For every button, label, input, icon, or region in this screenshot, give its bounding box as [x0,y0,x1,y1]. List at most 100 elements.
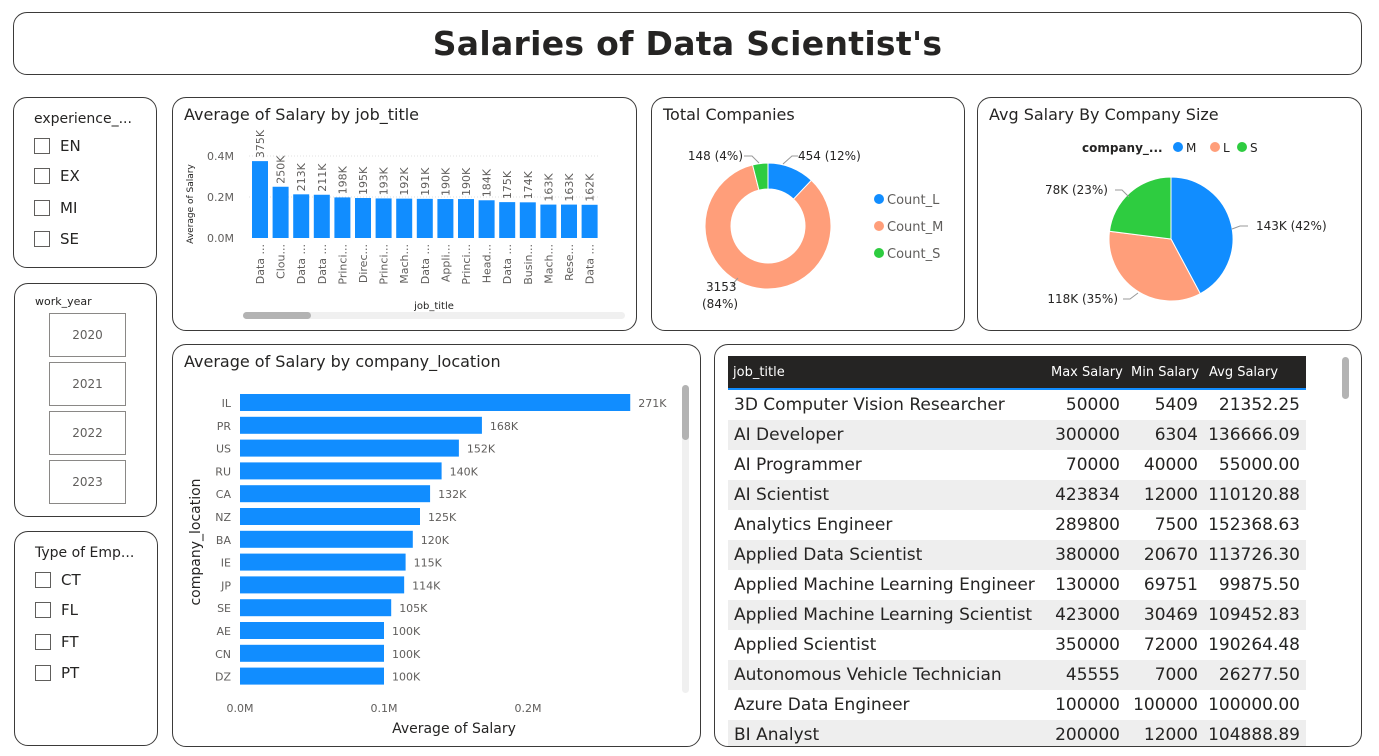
bar[interactable] [240,599,392,617]
table-row[interactable]: AI Developer 300000 6304 136666.09 [728,420,1306,450]
bar[interactable] [458,199,474,238]
y-tick-label: JP [220,579,231,592]
slice-data-label: 454 (12%) [798,149,861,163]
bar[interactable] [375,198,392,238]
work-year-tile-2021[interactable]: 2021 [49,362,126,406]
table-scrollbar[interactable] [1342,357,1349,399]
employment-option-fl[interactable]: FL [35,599,78,621]
leader-line [1231,225,1248,230]
work-year-tile-2023[interactable]: 2023 [49,460,126,504]
table-row[interactable]: Autonomous Vehicle Technician 45555 7000 26… [728,660,1306,690]
legend-label[interactable]: L [1223,141,1230,155]
table-row[interactable]: Applied Data Scientist 380000 20670 113726.… [728,540,1306,570]
bar[interactable] [252,161,268,238]
employment-option-pt[interactable]: PT [35,662,79,684]
donut-slice[interactable] [751,162,769,191]
legend-label[interactable]: M [1186,141,1196,155]
checkbox[interactable] [35,634,51,650]
bar[interactable] [478,200,495,238]
bar[interactable] [416,198,433,238]
table-cell: 6304 [1154,425,1198,445]
legend-label[interactable]: Count_M [887,220,943,235]
x-tick-label: Data ... [295,244,308,284]
employment-option-ct[interactable]: CT [35,569,81,591]
legend-marker[interactable] [874,221,884,231]
bar[interactable] [355,198,371,238]
table-row[interactable]: 3D Computer Vision Researcher 50000 5409 21… [728,390,1306,420]
legend-label[interactable]: S [1250,141,1258,155]
bar[interactable] [396,198,413,238]
bar[interactable] [437,199,454,238]
experience-option-mi[interactable]: MI [34,197,77,219]
bar[interactable] [240,485,431,503]
legend-marker[interactable] [1173,142,1183,152]
table-row[interactable]: Applied Machine Learning Scientist 423000… [728,600,1306,630]
bar[interactable] [240,416,482,434]
work-year-tile-2020[interactable]: 2020 [49,313,126,357]
horizontal-scrollbar-track[interactable] [243,312,625,319]
bar[interactable] [240,530,413,548]
vertical-scrollbar-thumb[interactable] [682,385,689,440]
table-row[interactable]: Analytics Engineer 289800 7500 152368.63 [728,510,1306,540]
legend-marker[interactable] [874,194,884,204]
checkbox[interactable] [34,231,50,247]
bar[interactable] [240,622,384,639]
pie-slice[interactable] [1170,176,1234,295]
bar[interactable] [240,508,420,525]
table-cell: 70000 [1065,455,1120,475]
legend-marker[interactable] [1210,142,1220,152]
experience-option-ex[interactable]: EX [34,165,80,187]
donut-slice[interactable] [704,164,832,290]
bar[interactable] [540,204,557,238]
bar[interactable] [240,394,631,411]
table-row[interactable]: AI Programmer 70000 40000 55000.00 [728,450,1306,480]
checkbox[interactable] [34,200,50,216]
checkbox[interactable] [35,602,51,618]
bar[interactable] [334,197,351,238]
bar-data-label: 175K [501,170,514,199]
bar[interactable] [561,204,577,238]
table-row[interactable]: Azure Data Engineer 100000 100000 100000.00 [728,690,1306,720]
table-row[interactable]: Applied Scientist 350000 72000 190264.48 [728,630,1306,660]
checkbox[interactable] [34,168,50,184]
slice-data-label: (84%) [702,297,738,311]
bar[interactable] [313,194,330,238]
checkbox[interactable] [35,665,51,681]
legend-marker[interactable] [874,248,884,258]
bar[interactable] [240,439,459,457]
bar[interactable] [240,553,406,571]
legend-label[interactable]: Count_S [887,247,940,262]
legend-label[interactable]: Count_L [887,193,940,208]
checkbox[interactable] [34,138,50,154]
experience-option-en[interactable]: EN [34,135,81,157]
bar[interactable] [272,186,289,238]
bar[interactable] [581,204,598,238]
bar[interactable] [519,202,536,238]
horizontal-scrollbar-thumb[interactable] [243,312,311,319]
col-header-job-title[interactable]: job_title [733,364,785,380]
bar[interactable] [240,667,384,685]
table-cell: 113726.30 [1208,545,1300,565]
bar[interactable] [240,644,384,662]
vertical-scrollbar-track[interactable] [682,385,689,693]
bar[interactable] [240,576,405,594]
employment-option-ft[interactable]: FT [35,631,79,653]
col-header-avg-salary[interactable]: Avg Salary [1209,364,1279,380]
col-header-min-salary[interactable]: Min Salary [1131,364,1200,380]
checkbox[interactable] [35,572,51,588]
work-year-tile-2022[interactable]: 2022 [49,411,126,455]
table-row[interactable]: BI Analyst 200000 12000 104888.89 [728,720,1306,746]
col-header-max-salary[interactable]: Max Salary [1051,364,1123,380]
salary-by-company-size-pie: company_... M L S 143K (42%) 118K (35%) 78K (2… [1045,141,1327,306]
legend-marker[interactable] [1237,142,1247,152]
pie-slice[interactable] [1108,176,1172,240]
table-cell: 7000 [1154,665,1198,685]
table-row[interactable]: AI Scientist 423834 12000 110120.88 [728,480,1306,510]
table-row[interactable]: Applied Machine Learning Engineer 130000 6… [728,570,1306,600]
experience-option-se[interactable]: SE [34,228,79,250]
bar[interactable] [293,194,310,238]
leader-line [1123,292,1139,300]
bar[interactable] [240,462,442,480]
bar[interactable] [499,202,516,238]
pie-slice[interactable] [1108,230,1201,302]
